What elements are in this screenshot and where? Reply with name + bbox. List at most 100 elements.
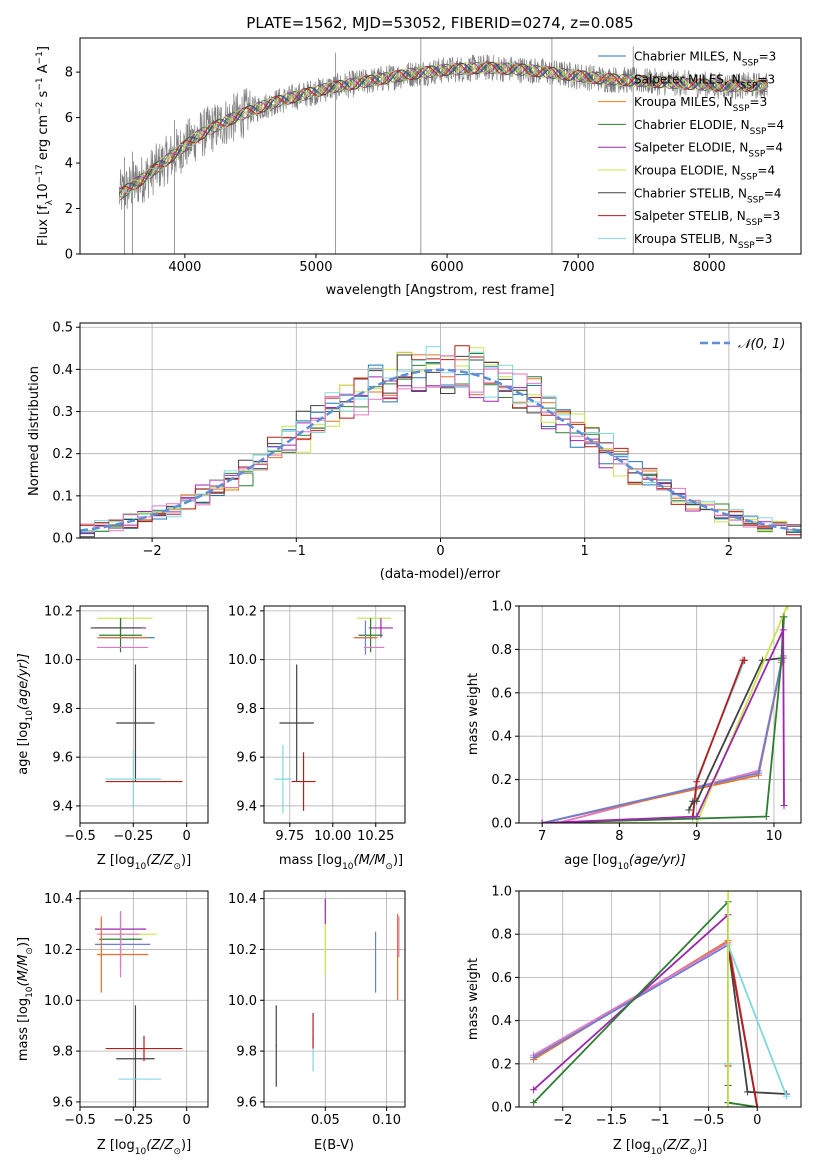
data-point (282, 778, 284, 780)
data-point (143, 1047, 145, 1050)
model-8 (119, 61, 768, 194)
x-tick-label: −1.5 (596, 1113, 628, 1128)
x-tick-label: −0.25 (113, 1113, 153, 1128)
panel-mass-age: 9.75 10.00 10.25 9.4 9.6 9.8 10.0 10.2 mass [log… (228, 604, 406, 872)
data-point (373, 617, 375, 619)
y-axis-label: age [log10(age/yr)] (16, 653, 35, 775)
data-point (115, 627, 117, 629)
data-point (380, 627, 382, 629)
plot-area (118, 38, 769, 254)
y-tick-label: 0 (65, 248, 73, 263)
data-point (374, 961, 377, 963)
x-axis-label: mass [log10(M/M⊙)] (279, 853, 403, 872)
data-point (134, 722, 137, 724)
data-point (397, 956, 399, 958)
y-axis-label: Flux [fλ10−17 erg cm−2 s−1 A−1] (35, 46, 55, 246)
series-marker (693, 812, 701, 820)
y-tick-label: 0.8 (491, 643, 512, 658)
data-point (119, 634, 122, 636)
axes-frame (79, 890, 209, 1108)
series-marker (780, 613, 788, 621)
legend-label-4: Salpeter ELODIE, NSSP=4 (634, 141, 783, 160)
data-point (100, 953, 102, 956)
x-tick-label: 7 (538, 829, 546, 844)
data-point (119, 943, 122, 945)
y-tick-label: 2 (65, 202, 73, 217)
panel-cum-Z: −2 −1.5 −1 −0.5 0 0.0 0.2 0.4 0.6 0.8 1.0 Z [log10(… (466, 885, 802, 1157)
y-tick-label: 8 (65, 66, 73, 81)
x-tick-label: 9 (693, 829, 701, 844)
legend-label-7: Salpeter STELIB, NSSP=3 (634, 209, 780, 228)
data-point (398, 936, 400, 938)
axes-frame (263, 890, 406, 1108)
data-point (132, 778, 134, 780)
x-tick-label: 1 (581, 544, 589, 559)
series-marker (554, 819, 562, 823)
panel-Z-mass: −0.5 −0.25 0 9.6 9.8 10.0 10.2 10.4 Z [log10(Z/Z… (16, 890, 209, 1157)
data-point (122, 943, 124, 945)
y-axis-label: mass weight (466, 673, 481, 755)
axes-frame (79, 605, 209, 824)
panel-Z-age: −0.5 −0.25 0 9.4 9.6 9.8 10.0 10.2 Z [log10(Z/Z⊙… (16, 604, 209, 872)
y-tick-label: 10.4 (228, 892, 257, 907)
data-point (302, 780, 305, 783)
series-marker (530, 1086, 538, 1094)
data-point (370, 634, 372, 636)
y-tick-label: 0.0 (491, 817, 512, 832)
x-tick-label: −0.5 (64, 829, 96, 844)
x-axis-label: (data-model)/error (380, 567, 501, 582)
y-tick-label: 0.6 (491, 971, 512, 986)
y-axis-label: mass [log10(M/M⊙)] (16, 937, 35, 1061)
y-tick-label: 0.0 (52, 532, 73, 547)
x-tick-label: −0.5 (693, 1113, 725, 1128)
y-tick-label: 9.6 (236, 1095, 257, 1110)
series-marker (779, 626, 787, 634)
y-tick-label: 10.2 (44, 604, 73, 619)
x-tick-label: −0.25 (113, 829, 153, 844)
legend-label-6: Chabrier STELIB, NSSP=4 (634, 186, 782, 205)
figure-title: PLATE=1562, MJD=53052, FIBERID=0274, z=0… (246, 14, 633, 32)
series-marker (693, 778, 701, 786)
x-tick-label: 4000 (168, 260, 201, 275)
data-point (312, 1030, 314, 1032)
y-tick-label: 0.8 (491, 928, 512, 943)
x-tick-label: −1 (650, 1113, 669, 1128)
y-tick-label: 0.6 (491, 686, 512, 701)
y-tick-label: 0.4 (491, 1014, 512, 1029)
panel-cum-age: 7 8 9 10 0.0 0.2 0.4 0.6 0.8 1.0 age [log10(age/yr… (466, 600, 802, 872)
x-tick-label: 0.05 (311, 1113, 340, 1128)
plot-area (275, 898, 400, 1087)
x-tick-label: 0 (753, 1113, 761, 1128)
x-tick-label: 10 (766, 829, 783, 844)
x-tick-label: 2 (725, 544, 733, 559)
y-tick-label: 10.0 (228, 653, 257, 668)
legend-label: 𝒩(0, 1) (738, 337, 785, 352)
x-tick-label: 0 (436, 544, 444, 559)
plot-area (80, 345, 801, 538)
series-marker (744, 1088, 752, 1096)
x-tick-label: −0.5 (64, 1113, 96, 1128)
plot-area (530, 891, 790, 1107)
series-line-6 (542, 606, 788, 823)
series-marker (530, 1053, 538, 1061)
series-marker (784, 606, 792, 610)
y-tick-label: 9.4 (52, 799, 73, 814)
x-tick-label: 0 (183, 1113, 191, 1128)
y-tick-label: 9.8 (52, 1045, 73, 1060)
axes-frame (79, 322, 802, 539)
x-tick-label: 10.25 (357, 829, 394, 844)
series-marker (685, 806, 693, 814)
x-tick-label: 7000 (562, 260, 595, 275)
series-line-0 (533, 939, 759, 1107)
y-tick-label: 10.2 (228, 604, 257, 619)
data-point (364, 637, 367, 639)
data-point (122, 637, 124, 639)
data-point (373, 646, 375, 649)
y-tick-label: 9.8 (236, 702, 257, 717)
model-4 (119, 62, 768, 201)
data-point (122, 646, 124, 649)
x-tick-label: 8000 (693, 260, 726, 275)
data-point (324, 948, 326, 951)
y-tick-label: 0.3 (52, 405, 73, 420)
